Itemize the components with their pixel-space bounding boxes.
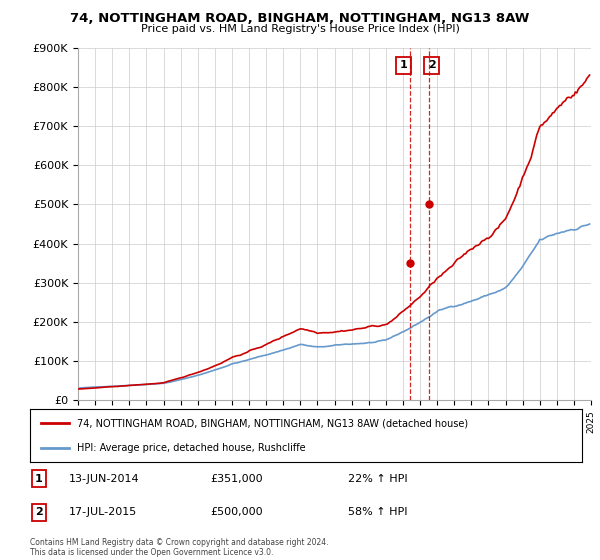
Text: 13-JUN-2014: 13-JUN-2014 <box>69 474 140 484</box>
Text: 2: 2 <box>428 60 436 70</box>
Text: Price paid vs. HM Land Registry's House Price Index (HPI): Price paid vs. HM Land Registry's House … <box>140 24 460 34</box>
Text: 58% ↑ HPI: 58% ↑ HPI <box>348 507 407 517</box>
Text: HPI: Average price, detached house, Rushcliffe: HPI: Average price, detached house, Rush… <box>77 442 305 452</box>
Text: 74, NOTTINGHAM ROAD, BINGHAM, NOTTINGHAM, NG13 8AW (detached house): 74, NOTTINGHAM ROAD, BINGHAM, NOTTINGHAM… <box>77 418 468 428</box>
Text: 1: 1 <box>400 60 407 70</box>
Text: £500,000: £500,000 <box>210 507 263 517</box>
Text: 2: 2 <box>35 507 43 517</box>
Text: 1: 1 <box>35 474 43 484</box>
Text: 17-JUL-2015: 17-JUL-2015 <box>69 507 137 517</box>
Text: Contains HM Land Registry data © Crown copyright and database right 2024.
This d: Contains HM Land Registry data © Crown c… <box>30 538 329 557</box>
Text: £351,000: £351,000 <box>210 474 263 484</box>
Text: 74, NOTTINGHAM ROAD, BINGHAM, NOTTINGHAM, NG13 8AW: 74, NOTTINGHAM ROAD, BINGHAM, NOTTINGHAM… <box>70 12 530 25</box>
Text: 22% ↑ HPI: 22% ↑ HPI <box>348 474 407 484</box>
